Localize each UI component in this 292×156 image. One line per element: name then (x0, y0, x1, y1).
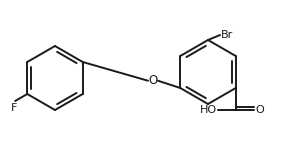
Text: O: O (148, 74, 158, 87)
Text: Br: Br (221, 30, 233, 40)
Text: O: O (256, 105, 265, 115)
Text: F: F (11, 103, 17, 113)
Text: HO: HO (200, 105, 217, 115)
